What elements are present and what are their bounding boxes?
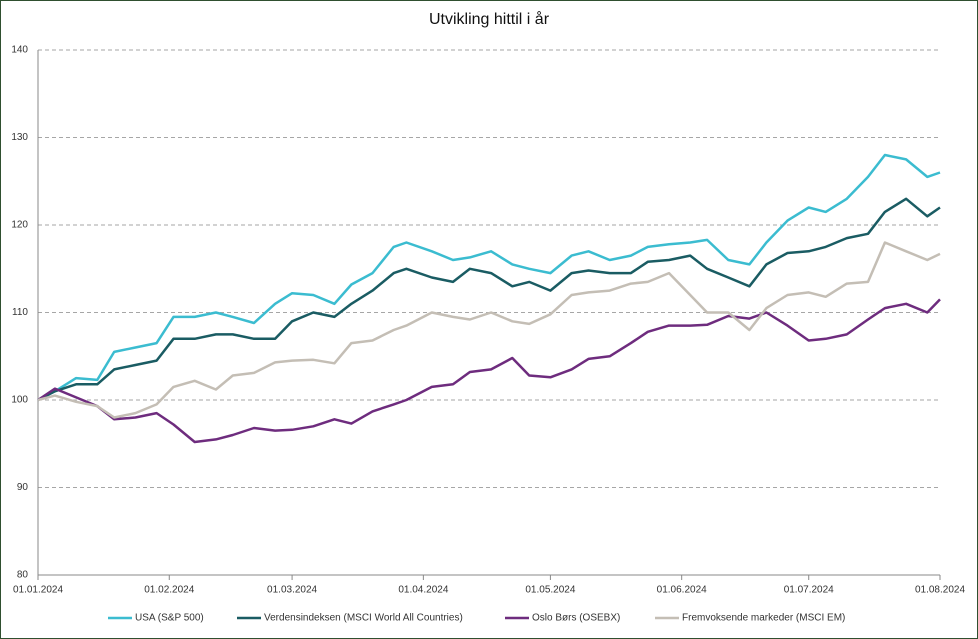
y-tick-label: 110 (12, 307, 28, 318)
series-line (37, 241, 941, 419)
x-tick-label: 01.06.2024 (657, 585, 707, 596)
x-tick-label: 01.03.2024 (267, 585, 317, 596)
legend-label: Fremvoksende markeder (MSCI EM) (682, 613, 845, 624)
y-tick-label: 140 (11, 45, 28, 56)
legend-label: Verdensindeksen (MSCI World All Countrie… (264, 613, 463, 624)
x-tick-label: 01.04.2024 (398, 585, 448, 596)
y-tick-label: 90 (17, 482, 29, 493)
series-line (37, 197, 941, 402)
x-tick-label: 01.08.2024 (915, 585, 965, 596)
legend-label: Oslo Børs (OSEBX) (532, 613, 620, 624)
x-tick-label: 01.07.2024 (784, 585, 834, 596)
y-tick-label: 100 (11, 395, 28, 406)
x-tick-label: 01.01.2024 (13, 585, 63, 596)
legend-label: USA (S&P 500) (135, 613, 204, 624)
y-tick-label: 130 (11, 132, 28, 143)
y-tick-label: 80 (17, 570, 29, 581)
x-tick-label: 01.05.2024 (525, 585, 575, 596)
chart-title: Utvikling hittil i år (429, 10, 550, 28)
y-tick-label: 120 (11, 220, 28, 231)
series-line (37, 298, 941, 444)
x-tick-label: 01.02.2024 (144, 585, 194, 596)
series-line (37, 153, 941, 402)
